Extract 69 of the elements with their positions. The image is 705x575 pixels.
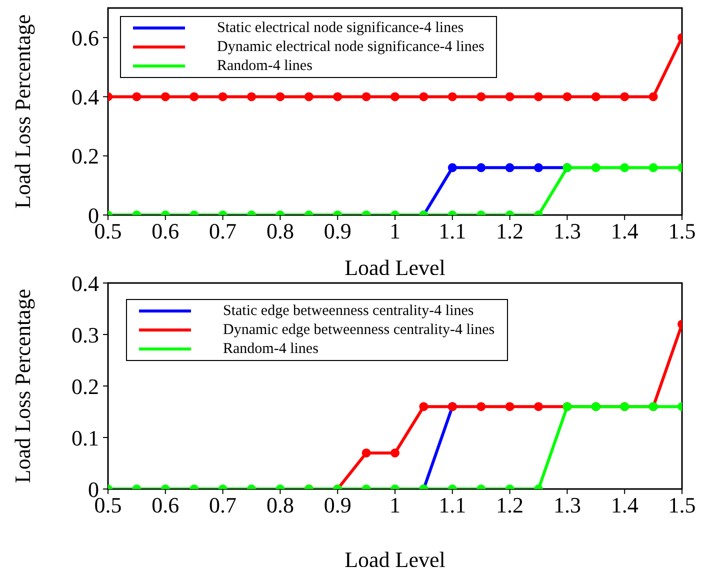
x-tick-label: 1.5 <box>668 492 696 518</box>
x-tick-label: 1.5 <box>668 218 696 244</box>
legend-label: Random-4 lines <box>217 56 312 76</box>
point <box>620 92 630 102</box>
y-tick-label: 0.1 <box>72 425 99 450</box>
x-tick-label: 0.9 <box>324 492 352 518</box>
point <box>505 402 514 412</box>
point <box>419 92 428 102</box>
x-tick-label: 1.4 <box>610 492 638 518</box>
point <box>534 92 543 102</box>
x-tick-label: 0.7 <box>209 218 237 244</box>
legend-label: Random-4 lines <box>223 340 318 358</box>
y-tick-label: 0.6 <box>72 25 99 50</box>
point <box>505 163 514 172</box>
point <box>648 163 658 172</box>
x-tick-label: 1.2 <box>496 492 524 518</box>
legend-label: Static electrical node significance-4 lines <box>217 19 464 38</box>
point <box>362 448 371 458</box>
point <box>247 92 256 102</box>
point <box>448 163 457 172</box>
point <box>620 163 630 172</box>
point <box>362 92 371 102</box>
y-axis-title: Load Loss Percentage <box>10 288 35 484</box>
y-tick-label: 0.4 <box>72 270 99 296</box>
x-tick-label: 1.2 <box>496 218 524 244</box>
x-tick-label: 0.8 <box>266 492 294 518</box>
legend-label: Dynamic electrical node significance-4 lines <box>217 38 484 56</box>
x-tick-label: 0.6 <box>152 492 180 518</box>
x-tick-label: 1.3 <box>553 492 581 518</box>
x-tick-label: 1 <box>390 218 400 244</box>
point <box>534 402 543 412</box>
point <box>562 92 572 102</box>
y-tick-label: 0.2 <box>72 374 99 399</box>
point <box>476 163 486 172</box>
y-tick-label: 0.2 <box>72 144 99 169</box>
x-axis-title: Load Level <box>344 547 446 572</box>
point <box>419 402 428 412</box>
legend-label: Dynamic edge betweenness centrality-4 lines <box>223 320 495 340</box>
y-axis-title: Load Loss Percentage <box>10 14 35 209</box>
point <box>390 448 400 458</box>
x-tick-label: 0.6 <box>152 218 180 244</box>
x-tick-label: 1.4 <box>610 218 638 244</box>
x-tick-label: 1.1 <box>438 218 466 244</box>
point <box>534 163 543 172</box>
point <box>505 92 514 102</box>
point <box>390 92 400 102</box>
point <box>591 92 600 102</box>
point <box>218 92 228 102</box>
x-tick-label: 0.7 <box>209 492 237 518</box>
point <box>333 92 342 102</box>
point <box>304 92 314 102</box>
y-tick-label: 0.4 <box>72 84 99 110</box>
x-tick-label: 1.1 <box>438 492 466 518</box>
x-tick-label: 1 <box>390 492 400 518</box>
point <box>132 92 142 102</box>
point <box>448 92 457 102</box>
x-axis-title: Load Level <box>344 255 446 280</box>
point <box>190 92 199 102</box>
x-tick-label: 0.8 <box>266 218 294 244</box>
x-tick-label: 0.9 <box>324 218 352 244</box>
y-tick-label: 0.3 <box>72 322 99 348</box>
point <box>160 92 170 102</box>
point <box>476 402 486 412</box>
legend-label: Static edge betweenness centrality-4 lines <box>223 302 474 321</box>
point <box>476 92 486 102</box>
x-tick-label: 1.3 <box>553 218 581 244</box>
point <box>648 92 658 102</box>
point <box>591 163 600 172</box>
point <box>276 92 285 102</box>
